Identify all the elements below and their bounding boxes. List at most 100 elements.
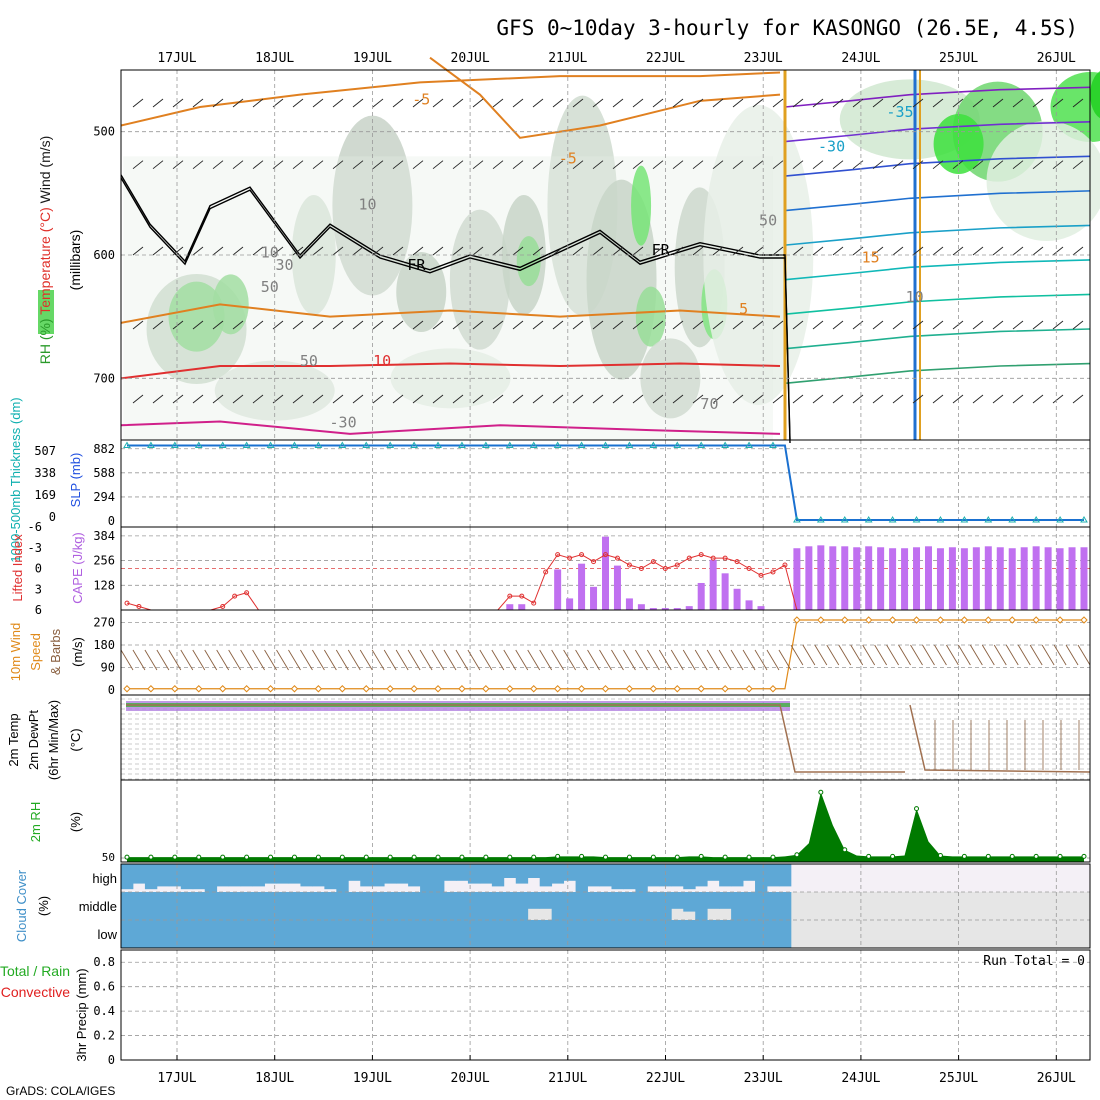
isotherm-line [784,155,1091,177]
wind-barb [1053,644,1067,666]
thickness-marker [577,441,586,448]
lifted-index-marker [220,604,226,610]
wind-barb [492,246,504,256]
thickness-marker [745,441,753,448]
cloud-bar-middle [467,892,481,920]
wind-speed-marker [434,685,442,693]
cloud-bar-low [240,920,253,948]
cloud-bar-high [778,864,792,887]
bottom-date-label: 18JUL [255,1071,294,1086]
wind-barb [892,98,904,108]
wind-barb [395,649,409,671]
wind-barb [852,98,864,108]
cape-bar [936,548,944,610]
wind-barb [992,320,1004,330]
thickness-marker [601,441,610,448]
wind-barb [152,98,164,108]
wind-barb [332,394,344,404]
rh-shade [986,121,1100,241]
cloud-bar-middle [276,892,289,920]
wind-barb [144,649,158,671]
lifted-index-marker [758,572,764,578]
rh-marker [722,854,728,860]
cloud-bar-low [384,920,397,948]
cloud-bar-middle [240,892,253,920]
rh-marker [483,854,489,860]
cloud-bar-middle [778,892,792,920]
wind-barb [912,160,924,170]
wind-10m-panel: 270 180 90 0 10m Wind Speed & Barbs (m/s) [8,609,1091,697]
wind-barb [472,246,484,256]
cloud-bar-low [264,920,277,948]
cloud-bar-high [479,864,493,884]
cape-bar [661,608,669,610]
contour-label: 30 [275,256,293,274]
wind-barb [1072,160,1084,170]
cape-bar [1020,547,1028,610]
wind-barb [1041,644,1055,666]
cloud-bar-low [300,920,313,948]
rh-shade [631,165,652,246]
precip-frame [120,949,1091,1061]
thickness-marker [170,441,179,448]
lifted-index-marker [626,562,632,568]
cape-bar [709,559,717,610]
contour-label: -30 [818,137,845,155]
cloud-bar-middle [144,892,158,920]
wind-barb [332,246,344,256]
thickness-marker [386,441,395,448]
wind-barb [992,394,1004,404]
cloud-bar-low [647,920,660,948]
cloud-bar-middle [743,892,756,920]
rh-shade-base [123,156,773,441]
rh-shade [214,360,335,421]
temp-2m-panel: 2m Temp 2m DewPt (6hr Min/Max) (°C) [6,694,1091,781]
lifted-index-marker [662,566,668,571]
top-date-label: 20JUL [451,51,490,66]
wind-barb [972,98,984,108]
wind-barb [252,160,264,170]
rh-marker [842,847,848,853]
wind-speed-marker [362,685,370,693]
rh-tick-label: 50 [102,851,115,864]
cloud-bar-high [168,864,182,887]
cloud-bar-middle [121,892,134,920]
wind-barb [192,98,204,108]
wind-barb [512,246,524,256]
wind-barb [972,160,984,170]
cloud-bar-middle [503,892,517,920]
thickness-marker [1080,516,1088,523]
pressure-tick-label: 700 [93,371,115,385]
wind-barb [371,649,385,671]
cape-tick-label: 128 [93,578,115,592]
wind-barb [852,320,864,330]
cloud-bar-high [276,864,289,884]
chart-title: GFS 0~10day 3-hourly for KASONGO (26.5E,… [496,16,1078,40]
wind-barb [372,246,384,256]
freezing-level-line [120,174,791,441]
thickness-marker [434,441,442,448]
wind-barb [272,320,284,330]
wind-barb [712,160,724,170]
temp-line [909,704,1091,773]
wind-barb [612,320,624,330]
wind-speed-marker [506,685,514,693]
lifted-index-marker [543,569,549,575]
cloud-bar-high [121,864,134,890]
cloud-bar-high [228,864,242,887]
isotherm-line [120,303,781,324]
wind-barb [992,98,1004,108]
cloud-frame [120,863,1091,949]
cloud-bar-low [396,920,409,948]
cloud-bar-high [587,864,600,887]
wind-barb [455,649,469,671]
cloud-bar-high [288,864,301,884]
cloud-level-label: low [97,927,117,942]
wind-barb [532,246,544,256]
temp-ylabel: 2m Temp [6,713,21,766]
wind-barb [168,649,182,671]
cape-bar [805,546,813,610]
precip-tick-label: 0.8 [93,955,115,969]
precip-ylabel: 3hr Precip (mm) [74,968,89,1061]
bottom-date-label: 19JUL [353,1071,392,1086]
